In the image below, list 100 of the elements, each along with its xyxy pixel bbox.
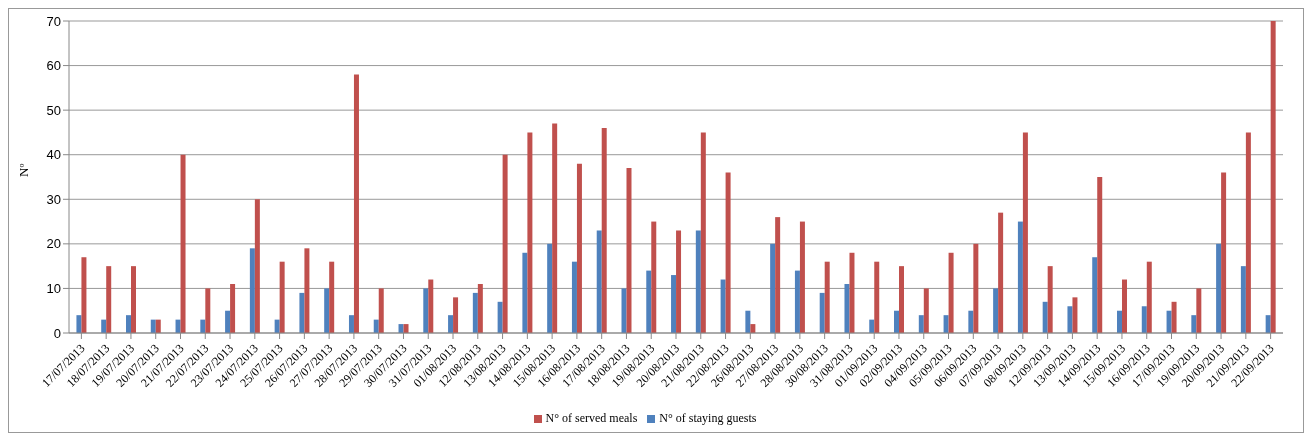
y-tick-label: 40 [46,147,61,163]
bar [819,292,825,333]
bar [502,154,508,333]
y-tick-label: 70 [46,13,61,29]
bar [745,310,751,333]
bar [373,319,379,333]
legend-label: N° of staying guests [659,411,757,425]
bar [175,319,181,333]
bar [943,315,949,333]
bar [1221,172,1227,333]
bar [1047,266,1053,333]
bar [671,275,677,333]
bar [130,266,136,333]
y-tick-label: 0 [53,325,61,341]
bar [1171,301,1177,333]
y-tick-label: 30 [46,191,61,207]
y-tick-label: 60 [46,58,61,74]
y-axis-title: Nº [15,163,31,177]
y-tick-label: 20 [46,236,61,252]
bar [571,261,577,333]
bar [1270,21,1276,333]
bar [378,288,384,333]
bar [725,172,731,333]
bar [274,319,280,333]
bar [428,279,434,333]
bar [849,252,855,333]
bar [230,283,236,333]
bar [1072,297,1078,333]
bar [106,266,112,333]
bar [695,230,701,333]
bar [76,315,82,333]
bar [527,132,533,333]
bar [998,212,1004,333]
bar [1022,132,1028,333]
bar [353,74,359,333]
bar [453,297,459,333]
bar [993,288,999,333]
bar [125,315,131,333]
bar [1166,310,1172,333]
y-tick-label: 50 [46,102,61,118]
bar [770,243,776,333]
bar [1092,257,1098,333]
bar [1216,243,1222,333]
bar [651,221,657,333]
bar [1097,177,1103,333]
bar [844,283,850,333]
bar [621,288,627,333]
bar [1122,279,1127,333]
bar [1042,301,1048,333]
bar [596,230,602,333]
bar [918,315,924,333]
bar [1240,266,1246,333]
bar [1245,132,1251,333]
bar [225,310,231,333]
bar [1017,221,1023,333]
bar [874,261,880,333]
bar [775,217,781,333]
bar [200,319,206,333]
bar [155,319,161,333]
bar [1265,315,1271,333]
bar [700,132,706,333]
bar [576,163,582,333]
bar [894,310,900,333]
bar [180,154,186,333]
bar [1191,315,1197,333]
bar [249,248,255,333]
bar [150,319,156,333]
bar [1196,288,1202,333]
bar [522,252,528,333]
bar [329,261,335,333]
bar [448,315,454,333]
bar [794,270,800,333]
bar [923,288,929,333]
bar [254,199,260,333]
bar [1067,306,1073,333]
bar [676,230,682,333]
bar [552,123,558,333]
bar [101,319,107,333]
bar [299,292,305,333]
bar [869,319,875,333]
bar [899,266,905,333]
legend-label: N° of served meals [545,411,638,425]
bar [799,221,805,333]
bar [348,315,354,333]
bar [81,257,87,333]
bar [626,168,632,333]
bar [205,288,211,333]
bar [547,243,553,333]
bar [1146,261,1152,333]
bar [1117,310,1122,333]
bar [497,301,503,333]
bar [304,248,310,333]
bar [472,292,478,333]
bar [1141,306,1147,333]
bar [973,243,979,333]
bar [477,283,483,333]
bar [601,127,607,333]
bar [948,252,954,333]
bar [646,270,652,333]
bar [324,288,330,333]
